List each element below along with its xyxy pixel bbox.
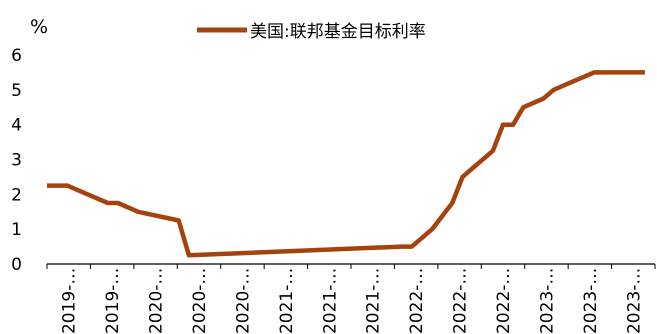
x-tick-label: 2020-… [147,268,167,334]
series-layer [46,70,646,258]
y-tick-label: 1 [11,220,22,240]
x-tick-label: 2023-… [537,268,557,334]
x-tick-label: 2020-… [233,268,253,334]
y-tick-label: 4 [11,116,22,136]
x-tick-label: 2019-… [60,268,80,334]
y-axis: 0 1 2 3 4 5 6 [11,46,22,275]
x-tick-label: 2021-… [320,268,340,334]
legend: 美国:联邦基金目标利率 [197,22,426,42]
y-tick-label: 2 [11,185,22,205]
x-tick-label: 2021-… [277,268,297,334]
x-axis: 2019-… 2019-… 2020-… 2020-… 2020-… 2021-… 2021… [46,263,656,334]
x-tick-label: 2023-… [624,268,644,334]
series-line-0 [47,70,645,258]
legend-label: 美国:联邦基金目标利率 [250,22,426,42]
y-tick-label: 6 [11,46,22,66]
x-tick-label: 2023-… [581,268,601,334]
x-tick-label: 2020-… [190,268,210,334]
y-axis-unit-label: % [30,16,48,38]
x-tick-label: 2022-… [494,268,514,334]
x-tick-label: 2021-… [364,268,384,334]
y-tick-label: 0 [11,255,22,275]
x-tick-label: 2022-… [451,268,471,334]
y-tick-label: 3 [11,151,22,171]
x-tick-label: 2022-… [407,268,427,334]
x-tick-label: 2019-… [103,268,123,334]
y-tick-label: 5 [11,81,22,101]
